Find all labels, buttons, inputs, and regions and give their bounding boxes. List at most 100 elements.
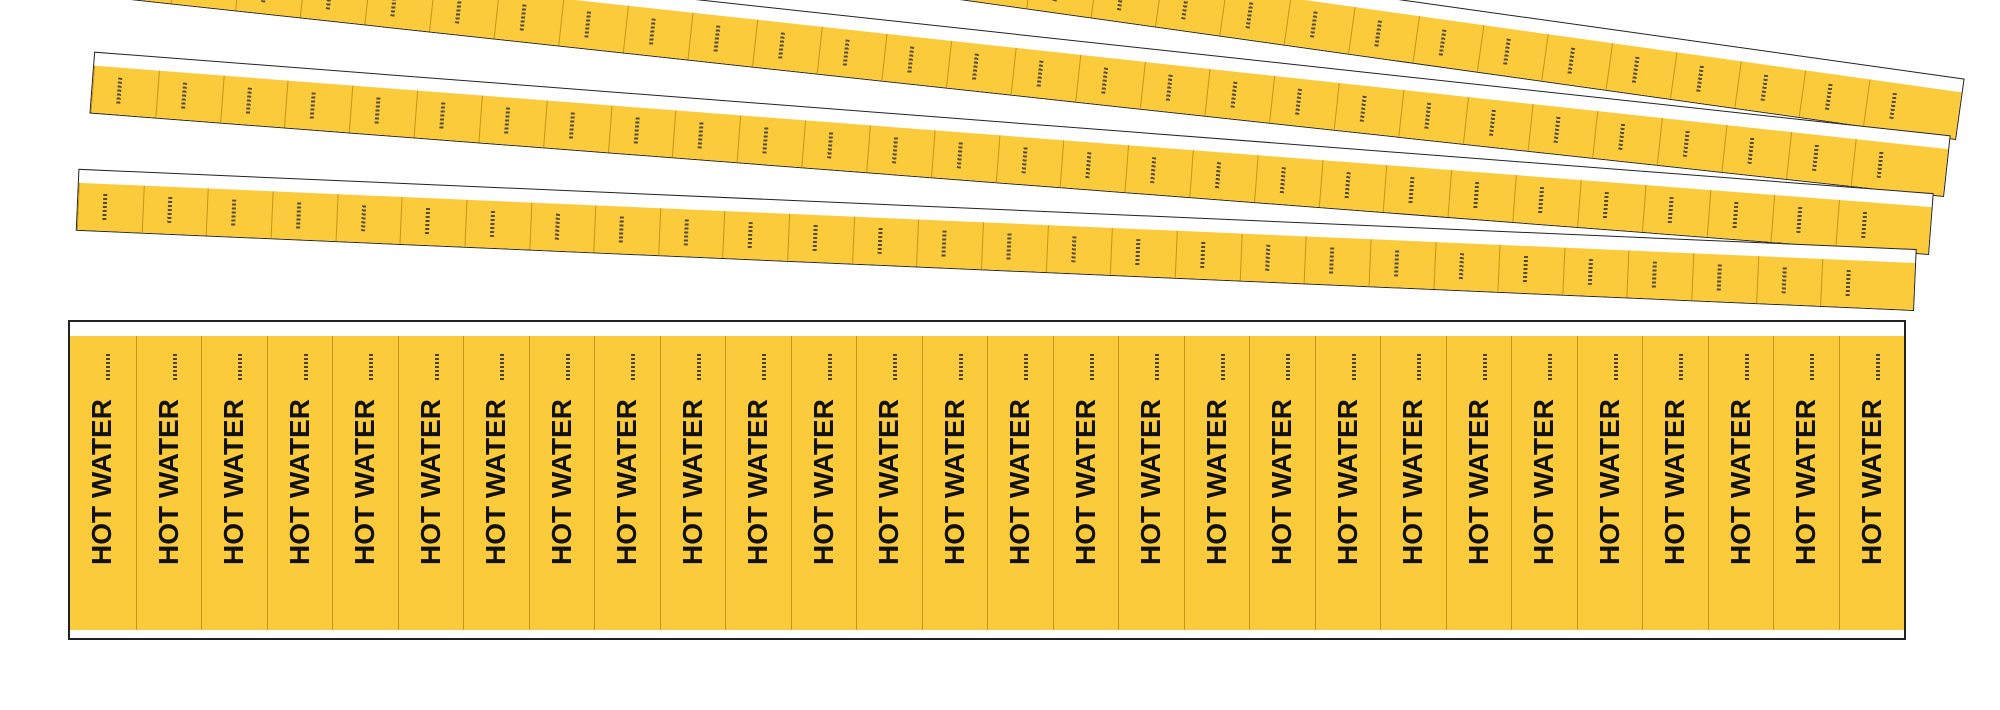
pipe-marker: HOT WATER: [70, 336, 136, 630]
fine-print-mark: [1155, 354, 1159, 382]
fine-print-mark: [1548, 354, 1552, 382]
fine-print-mark: [1482, 354, 1487, 382]
pipe-marker: HOT WATER: [1707, 336, 1774, 630]
fine-print-mark: [180, 82, 187, 109]
fine-print-mark: [231, 199, 237, 226]
fine-print-mark: [425, 208, 431, 235]
fine-print-mark: [489, 210, 495, 237]
marker-segment: [1706, 189, 1775, 243]
fine-print-mark: [434, 354, 439, 382]
pipe-marker: HOT WATER: [594, 336, 660, 630]
fine-print-mark: [812, 224, 818, 252]
fine-print-mark: [762, 127, 769, 154]
fine-print-mark: [1150, 157, 1157, 184]
marker-legend: HOT WATER: [676, 399, 708, 565]
marker-legend: HOT WATER: [1004, 399, 1035, 565]
marker-segment: [1447, 170, 1516, 223]
fine-print-mark: [584, 11, 592, 38]
fine-print-mark: [1618, 123, 1626, 150]
fine-print-mark: [1538, 186, 1545, 214]
marker-segment: [961, 0, 1033, 10]
fine-print-mark: [1214, 162, 1221, 189]
marker-segment: [364, 0, 435, 33]
marker-segment: [1721, 125, 1792, 180]
marker-segment: [284, 80, 353, 134]
pipe-marker: HOT WATER: [659, 336, 726, 630]
marker-segment: [76, 182, 144, 234]
fine-print-mark: [1351, 354, 1356, 382]
fine-print-mark: [1408, 177, 1415, 204]
marker-legend: HOT WATER: [742, 399, 773, 565]
fine-print-mark: [1810, 354, 1814, 382]
fine-print-mark: [1889, 92, 1897, 120]
fine-print-mark: [1587, 258, 1593, 285]
fine-print-mark: [891, 137, 898, 164]
marker-segment: [141, 185, 209, 237]
marker-legend: HOT WATER: [1200, 399, 1232, 565]
fine-print-mark: [1245, 2, 1254, 29]
fine-print-mark: [1165, 74, 1173, 101]
marker-segment: [1368, 239, 1436, 290]
fine-print-mark: [1696, 65, 1704, 92]
fine-print-mark: [827, 132, 834, 159]
fine-print-mark: [1667, 196, 1674, 224]
fine-print-mark: [455, 0, 462, 24]
marker-segment: [1770, 194, 1840, 248]
pipe-marker: HOT WATER: [856, 336, 922, 630]
marker-segment: [1835, 199, 1904, 253]
marker-segment: [1110, 227, 1177, 279]
fine-print-mark: [1488, 109, 1496, 136]
marker-segment: [270, 191, 338, 243]
fine-print-mark: [1200, 241, 1206, 268]
marker-segment: [170, 0, 241, 12]
fine-print-mark: [1329, 247, 1335, 274]
pipe-marker: HOT WATER: [1052, 336, 1119, 630]
fine-print-mark: [1417, 354, 1421, 382]
marker-segment: [1219, 0, 1291, 46]
marker-segment: [1656, 118, 1727, 173]
fine-print-mark: [106, 354, 110, 382]
marker-segment: [348, 85, 418, 139]
marker-segment: [1090, 0, 1162, 28]
marker-segment: [1283, 0, 1355, 55]
pipe-marker: HOT WATER: [987, 336, 1053, 630]
marker-segment: [235, 0, 305, 19]
marker-segment: [851, 216, 919, 268]
fine-print-mark: [245, 87, 252, 114]
pipe-marker: HOT WATER: [135, 336, 202, 630]
marker-legend: HOT WATER: [1266, 399, 1297, 565]
marker-segment: [1669, 52, 1741, 109]
marker-legend: HOT WATER: [1528, 399, 1559, 565]
fine-print-mark: [1344, 172, 1351, 199]
marker-segment: [413, 90, 482, 144]
pipe-marker: HOT WATER: [1183, 336, 1250, 630]
marker-legend: HOT WATER: [873, 399, 904, 565]
marker-legend: HOT WATER: [938, 399, 970, 565]
fine-print-mark: [631, 354, 635, 382]
pipe-marker: HOT WATER: [397, 336, 464, 630]
fine-print-mark: [1781, 267, 1787, 294]
marker-legend: HOT WATER: [611, 399, 642, 565]
marker-segment: [1303, 236, 1371, 288]
fine-print-mark: [1613, 354, 1618, 382]
marker-segment: [995, 135, 1064, 189]
marker-legend: HOT WATER: [1331, 399, 1363, 565]
marker-segment: [787, 213, 854, 265]
fine-print-mark: [941, 230, 947, 257]
marker-segment: [1139, 61, 1210, 117]
marker-segment: [1253, 155, 1323, 209]
marker-segment: [1318, 160, 1387, 213]
fine-print-mark: [325, 0, 333, 10]
pipe-marker: HOT WATER: [921, 336, 988, 630]
fine-print-mark: [1006, 233, 1012, 260]
marker-segment: [1432, 242, 1500, 293]
fine-print-mark: [172, 354, 177, 382]
fine-print-mark: [1181, 0, 1189, 20]
pipe-marker: HOT WATER: [1576, 336, 1643, 630]
fine-print-mark: [1024, 354, 1028, 382]
fine-print-mark: [390, 0, 398, 17]
pipe-marker: HOT WATER: [528, 336, 595, 630]
marker-segment: [1798, 70, 1870, 127]
fine-print-mark: [1089, 354, 1094, 382]
fine-print-mark: [683, 219, 689, 246]
